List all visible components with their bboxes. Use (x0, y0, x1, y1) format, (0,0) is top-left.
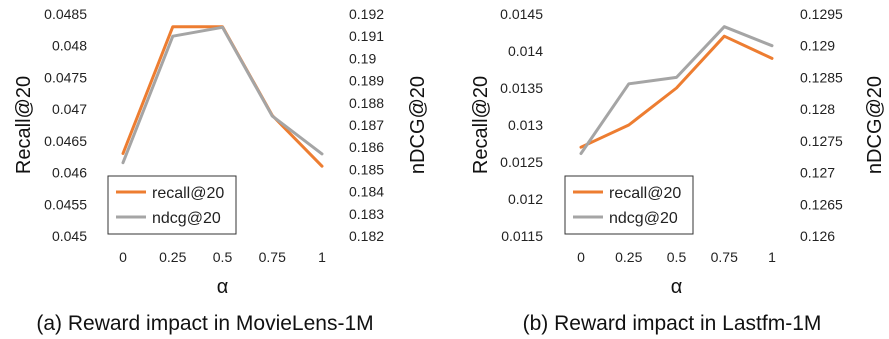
chart-caption: (b) Reward impact in Lastfm-1M (523, 312, 822, 335)
chart-caption: (a) Reward impact in MovieLens-1M (36, 312, 373, 335)
x-tick-label: 0 (119, 249, 127, 265)
legend-box (564, 175, 694, 235)
y-right-tick-label: 0.1265 (800, 196, 843, 212)
y-right-tick-label: 0.126 (800, 228, 835, 244)
y-left-tick-label: 0.014 (508, 43, 543, 59)
x-tick-label: 1 (768, 249, 776, 265)
series-line-ndcg-at-20 (579, 25, 774, 155)
series-line-ndcg-at-20 (121, 25, 324, 165)
legend-box (107, 175, 237, 235)
x-tick-label: 0 (577, 249, 585, 265)
y-left-tick-label: 0.0465 (44, 133, 87, 149)
y-right-tick-label: 0.128 (800, 101, 835, 117)
chart-a: 0.045 0.0455 0.046 0.0465 0.047 0.0475 0.048 0.… (13, 6, 429, 335)
y-right-tick-label: 0.1285 (800, 69, 843, 85)
y-right-tick-label: 0.185 (349, 161, 384, 177)
y-left-tick-label: 0.0115 (501, 228, 543, 244)
y-left-tick-label: 0.0125 (500, 154, 543, 170)
y-right-tick-label: 0.19 (349, 50, 376, 66)
x-tick-label: 0.5 (667, 249, 687, 265)
y-left-axis-title: Recall@20 (470, 76, 492, 174)
y-left-axis-title: Recall@20 (13, 76, 35, 174)
y-right-tick-label: 0.188 (349, 95, 384, 111)
legend-label: recall@20 (152, 185, 224, 202)
legend: recall@20 ndcg@20 (564, 175, 694, 235)
y-left-tick-label: 0.0145 (500, 6, 543, 22)
series-line-recall-at-20 (121, 25, 324, 168)
y-right-tick-label: 0.192 (349, 6, 384, 22)
y-right-tick-label: 0.187 (349, 117, 384, 133)
y-left-tick-label: 0.0135 (500, 80, 543, 96)
y-left-tick-label: 0.0455 (44, 196, 87, 212)
y-right-tick-label: 0.186 (349, 139, 384, 155)
y-left-tick-label: 0.047 (52, 101, 87, 117)
y-right-tick-label: 0.191 (349, 28, 384, 44)
y-left-tick-label: 0.0475 (44, 69, 87, 85)
x-axis-title: α (671, 276, 683, 298)
y-left-tick-label: 0.045 (52, 228, 87, 244)
y-left-tick-label: 0.046 (52, 165, 87, 181)
y-right-tick-label: 0.182 (349, 228, 384, 244)
x-tick-label: 0.25 (159, 249, 186, 265)
y-left-tick-label: 0.012 (508, 191, 543, 207)
y-right-tick-label: 0.184 (349, 184, 384, 200)
chart-b: 0.0115 0.012 0.0125 0.013 0.0135 0.014 0.0145 0… (470, 6, 886, 335)
y-left-tick-label: 0.0485 (44, 6, 87, 22)
legend: recall@20 ndcg@20 (107, 175, 237, 235)
y-right-tick-label: 0.1275 (800, 133, 843, 149)
y-right-tick-label: 0.183 (349, 206, 384, 222)
y-right-tick-label: 0.127 (800, 165, 835, 181)
y-left-tick-label: 0.048 (52, 38, 87, 54)
y-right-axis-title: nDCG@20 (864, 76, 886, 174)
y-left-tick-label: 0.013 (508, 117, 543, 133)
x-axis-title: α (217, 276, 229, 298)
y-right-tick-label: 0.129 (800, 38, 835, 54)
legend-label: ndcg@20 (609, 210, 678, 227)
x-tick-label: 0.75 (711, 249, 738, 265)
legend-label: ndcg@20 (152, 210, 221, 227)
series-line-recall-at-20 (579, 34, 774, 149)
x-tick-label: 0.25 (615, 249, 642, 265)
x-tick-label: 0.75 (259, 249, 286, 265)
x-tick-label: 1 (318, 249, 326, 265)
y-right-tick-label: 0.1295 (800, 6, 843, 22)
x-tick-label: 0.5 (213, 249, 233, 265)
legend-label: recall@20 (609, 185, 681, 202)
y-right-tick-label: 0.189 (349, 73, 384, 89)
y-right-axis-title: nDCG@20 (407, 76, 429, 174)
